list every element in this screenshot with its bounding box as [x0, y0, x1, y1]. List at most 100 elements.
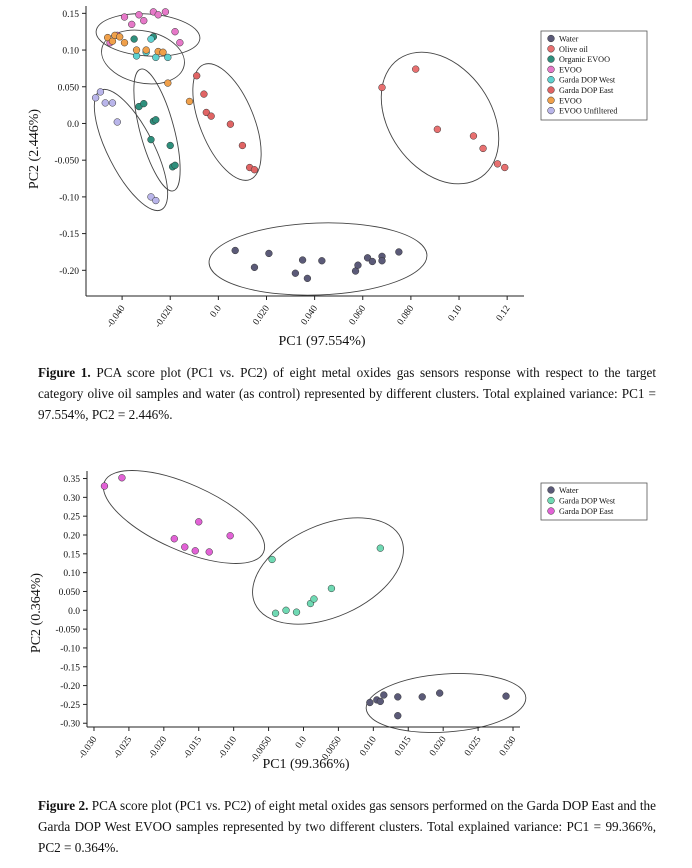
- fig2-legend-marker-garda-dop-west: [547, 496, 555, 505]
- fig1-point-garda-dop-east: [250, 166, 259, 174]
- fig1-point-evoo-unfiltered: [101, 99, 109, 107]
- figure-2-caption: Figure 2. PCA score plot (PC1 vs. PC2) o…: [38, 795, 656, 858]
- fig1-legend-label-evoo-unfiltered: EVOO Unfiltered: [559, 107, 617, 116]
- fig2-point-garda-dop-east: [170, 535, 178, 543]
- fig2-point-garda-dop-east: [226, 532, 234, 540]
- fig1-cluster-mixed-top: [101, 29, 185, 85]
- fig1-point-water: [265, 249, 273, 258]
- fig1-point-evoo: [116, 33, 124, 41]
- fig1-point-water: [378, 257, 386, 265]
- fig1-y-tick-label: -0.20: [59, 267, 79, 277]
- fig1-x-tick-label: 0.060: [348, 304, 369, 327]
- fig1-caption-label: Figure 1.: [38, 365, 91, 380]
- fig1-caption-text: PCA score plot (PC1 vs. PC2) of eight me…: [38, 365, 656, 422]
- fig1-legend-label-garda-dop-east: Garda DOP East: [559, 86, 614, 95]
- fig1-point-water: [291, 269, 300, 277]
- fig1-y-tick-label: 0.15: [62, 10, 79, 20]
- fig1-legend-label-water: Water: [559, 35, 579, 44]
- fig2-clusters: [102, 470, 527, 733]
- fig1-x-tick-label: 0.040: [300, 304, 321, 327]
- fig1-legend-marker-garda-dop-east: [547, 86, 555, 94]
- fig1-point-olive-oil: [469, 132, 478, 140]
- fig1-point-evoo: [140, 17, 148, 25]
- fig1-point-organic-evoo: [166, 141, 174, 150]
- fig2-point-water: [436, 689, 444, 697]
- fig1-y-tick-label: -0.15: [59, 230, 79, 240]
- fig1-point-olive-oil: [433, 125, 442, 133]
- fig1-x-tick-label: 0.10: [447, 304, 465, 324]
- fig1-legend-label-evoo: EVOO: [559, 65, 582, 74]
- fig1-point-garda-dop-east: [202, 108, 210, 117]
- fig2-caption-text: PCA score plot (PC1 vs. PC2) of eight me…: [38, 798, 656, 855]
- fig1-y-tick-label: -0.10: [59, 193, 79, 203]
- fig2-point-garda-dop-west: [268, 555, 276, 564]
- fig1-point-water: [298, 256, 307, 264]
- fig1-point-garda-dop-east: [193, 72, 201, 80]
- fig1-legend-marker-evoo: [547, 65, 555, 74]
- fig1-point-evoo: [120, 13, 129, 21]
- fig2-y-tick-label: 0.20: [63, 532, 80, 542]
- fig1-legend-marker-evoo: [547, 96, 555, 104]
- fig2-point-garda-dop-east: [205, 548, 213, 556]
- fig2-y-tick-label: 0.35: [63, 475, 80, 485]
- fig1-point-garda-dop-east: [207, 112, 215, 120]
- fig2-legend-marker-garda-dop-east: [547, 507, 555, 515]
- fig1-point-evoo-unfiltered: [91, 94, 100, 102]
- fig1-plot-area: 0.15 0.10 0.050 0.0 -0.050 -0.10 -0.15 -0.20 -0.…: [54, 6, 524, 330]
- fig1-point-evoo: [164, 79, 172, 87]
- fig1-point-evoo-unfiltered: [152, 196, 160, 205]
- fig2-legend-label-garda-dop-east: Garda DOP East: [559, 507, 614, 516]
- fig2-x-tick-label: -0.030: [77, 735, 99, 761]
- fig2-x-axis-label: PC1 (99.366%): [262, 757, 349, 772]
- fig2-x-tick-label: 0.030: [498, 735, 519, 758]
- fig1-clusters: [93, 13, 500, 296]
- fig1-point-evoo-unfiltered: [108, 99, 117, 107]
- fig1-point-evoo: [171, 28, 179, 36]
- fig1-point-water: [318, 257, 326, 265]
- fig2-y-tick-label: -0.20: [60, 682, 80, 692]
- fig1-point-evoo-unfiltered: [113, 118, 121, 126]
- fig2-point-garda-dop-east: [181, 543, 189, 551]
- fig1-legend-marker-evoo-unfiltered: [547, 106, 555, 115]
- fig1-point-evoo: [161, 8, 170, 16]
- fig2-y-tick-label: -0.30: [60, 720, 80, 730]
- fig1-point-water: [250, 263, 259, 272]
- fig1-point-water: [363, 254, 372, 262]
- fig2-point-garda-dop-west: [271, 609, 280, 617]
- fig1-point-water: [231, 246, 239, 255]
- fig2-x-tick-label: 0.0: [294, 735, 309, 751]
- fig1-legend-marker-olive-oil: [547, 45, 555, 53]
- fig1-point-evoo: [176, 39, 184, 47]
- fig2-point-water: [418, 693, 426, 701]
- fig2-point-garda-dop-east: [195, 518, 203, 526]
- fig2-y-tick-label: -0.15: [60, 663, 80, 673]
- fig2-x-tick-label: 0.020: [428, 735, 449, 758]
- fig1-legend-label-evoo: EVOO: [559, 96, 582, 105]
- fig2-y-tick-label: 0.30: [63, 494, 80, 504]
- fig1-cluster-garda-east: [192, 63, 262, 181]
- fig2-y-tick-label: 0.25: [63, 513, 80, 523]
- fig1-y-tick-label: 0.050: [58, 83, 80, 93]
- fig1-point-evoo: [120, 39, 129, 47]
- fig2-legend-label-water: Water: [559, 486, 579, 495]
- fig2-point-water: [502, 692, 510, 700]
- figure-1-caption: Figure 1. PCA score plot (PC1 vs. PC2) o…: [38, 362, 656, 425]
- fig1-y-tick-label: -0.050: [54, 157, 79, 167]
- fig2-point-garda-dop-west: [376, 544, 384, 552]
- fig1-x-tick-label: 0.080: [396, 304, 417, 327]
- fig2-plot-area: 0.35 0.30 0.25 0.20 0.15 0.10 0.050 0.0 -0.050 -0…: [55, 471, 520, 765]
- fig1-point-evoo: [159, 48, 167, 56]
- fig1-point-evoo: [154, 11, 162, 19]
- fig1-point-garda-dop-east: [238, 141, 247, 150]
- fig2-cluster-water: [365, 673, 527, 733]
- fig2-y-tick-label: 0.0: [68, 607, 80, 617]
- fig2-x-tick-label: -0.015: [182, 735, 204, 761]
- fig1-x-tick-label: -0.020: [153, 304, 175, 330]
- fig2-cluster-garda-west: [252, 517, 404, 625]
- fig2-point-garda-dop-east: [118, 474, 126, 482]
- fig2-x-tick-label: -0.025: [112, 735, 134, 761]
- fig1-y-tick-label: 0.10: [62, 47, 79, 57]
- fig1-legend-label-olive-oil: Olive oil: [559, 45, 589, 54]
- fig1-x-axis-label: PC1 (97.554%): [278, 334, 365, 349]
